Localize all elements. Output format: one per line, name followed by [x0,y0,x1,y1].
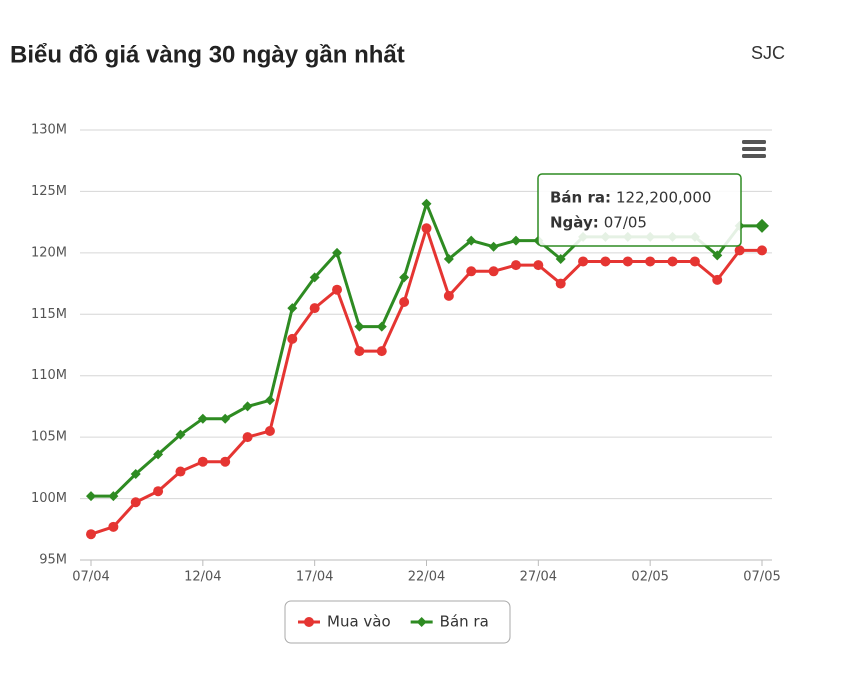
marker [242,401,253,412]
marker [622,256,633,267]
menu-bar [742,154,766,158]
x-tick-label: 12/04 [184,570,221,585]
marker [421,198,432,209]
marker [689,256,700,267]
marker [510,235,521,246]
marker [399,297,410,307]
marker [86,529,96,540]
legend-marker [304,617,314,627]
marker [376,321,387,332]
marker [220,456,231,467]
marker [108,491,119,502]
marker [332,284,343,295]
marker [287,333,298,344]
tooltip-value: 07/05 [604,214,647,232]
marker [555,254,566,264]
marker [309,303,320,314]
y-tick-label: 130M [31,123,67,138]
tooltip-label: Bán ra: [550,189,611,207]
x-tick-label: 27/04 [520,570,557,585]
marker [712,274,723,285]
legend-box [284,600,511,644]
marker [264,395,275,406]
marker [175,466,186,477]
menu-button[interactable] [742,140,766,158]
marker [712,250,723,261]
marker [242,432,253,443]
source-label: SJC [751,43,785,63]
marker [153,449,164,460]
marker [443,254,454,264]
y-tick-label: 125M [31,184,67,199]
marker [399,272,410,283]
marker [175,429,186,440]
marker [734,245,745,256]
menu-bar [742,140,766,144]
x-tick-label: 07/04 [72,570,109,585]
marker [466,235,477,246]
line [90,223,762,536]
marker [376,346,387,357]
marker [130,469,141,479]
y-tick-label: 95M [39,553,67,568]
legend-item[interactable]: Mua vào [298,613,391,631]
marker [443,290,454,301]
marker [667,256,678,267]
marker [533,260,544,271]
x-tick-label: 02/05 [631,570,668,585]
x-tick-label: 17/04 [296,570,333,585]
legend-label: Mua vào [327,613,391,631]
marker [309,272,320,283]
marker [220,413,231,424]
menu-bar [742,147,766,151]
marker [197,456,208,467]
x-tick-label: 22/04 [408,570,445,585]
line [91,199,762,498]
marker [108,521,119,532]
y-tick-label: 100M [31,491,67,506]
tooltip: Bán ra: 122,200,000 Ngày: 07/05 [537,173,742,247]
y-tick-label: 115M [31,307,67,322]
marker [645,256,656,267]
marker [755,218,769,233]
marker [466,266,477,277]
y-tick-label: 105M [31,430,67,445]
legend-marker [416,617,427,627]
y-tick-label: 110M [31,368,67,383]
marker [86,491,96,502]
y-tick-label: 120M [31,245,67,260]
marker [354,346,365,357]
marker [488,266,499,277]
marker [130,497,141,508]
marker [354,321,365,332]
marker [197,413,208,424]
chart-title: Biểu đồ giá vàng 30 ngày gần nhất [10,41,405,68]
legend: Mua vào Bán ra [284,600,511,644]
marker [555,278,566,289]
marker [264,426,275,436]
marker [757,245,767,256]
series [86,223,767,540]
marker [510,260,521,271]
marker [488,241,499,252]
marker [287,303,298,314]
tooltip-value: 122,200,000 [616,189,711,207]
tooltip-box [537,173,742,247]
marker [600,256,611,267]
x-tick-label: 07/05 [743,570,780,585]
marker [578,256,589,267]
legend-label: Bán ra [440,613,489,631]
marker [153,486,164,497]
marker [332,247,343,258]
tooltip-label: Ngày: [550,214,599,232]
legend-item[interactable]: Bán ra [410,613,489,631]
marker [421,223,432,234]
